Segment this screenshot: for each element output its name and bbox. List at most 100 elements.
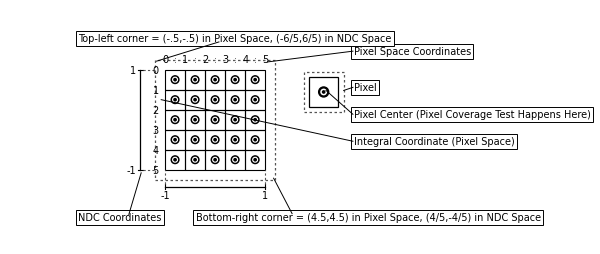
Circle shape [173,138,178,142]
Circle shape [253,138,257,142]
Circle shape [253,118,257,122]
Text: 3: 3 [222,55,228,65]
Circle shape [173,118,178,122]
Bar [225,90,245,110]
Circle shape [191,76,199,84]
Circle shape [213,98,217,103]
Circle shape [193,98,197,103]
Text: 3: 3 [153,125,159,135]
Bar [205,130,225,150]
Bar [245,130,265,150]
Circle shape [214,159,216,161]
Bar [185,130,205,150]
Text: Bottom-right corner = (4.5,4.5) in Pixel Space, (4/5,-4/5) in NDC Space: Bottom-right corner = (4.5,4.5) in Pixel… [196,213,541,223]
Circle shape [254,139,256,141]
Circle shape [254,79,256,82]
Text: :: : [254,56,257,65]
Text: 1: 1 [130,65,137,75]
Text: 1: 1 [262,190,268,200]
Circle shape [251,97,259,104]
Circle shape [193,78,197,83]
Bar [165,150,185,170]
Text: 2: 2 [152,105,159,115]
Circle shape [233,138,238,142]
Circle shape [231,76,239,84]
Circle shape [234,159,236,161]
Circle shape [194,159,196,161]
Circle shape [211,156,219,164]
Bar [225,110,245,130]
Text: -1: -1 [160,190,170,200]
Circle shape [194,79,196,82]
Circle shape [231,136,239,144]
Text: 5: 5 [262,55,268,65]
Bar [185,150,205,170]
Circle shape [174,119,176,121]
Circle shape [231,116,239,124]
Circle shape [194,139,196,141]
Bar [245,150,265,170]
Circle shape [251,136,259,144]
Text: Integral Coordinate (Pixel Space): Integral Coordinate (Pixel Space) [354,137,514,147]
Bar [225,150,245,170]
Text: 4: 4 [242,55,248,65]
Circle shape [191,156,199,164]
Text: :: : [173,56,176,65]
Bar [165,70,185,90]
Bar [185,70,205,90]
Circle shape [214,139,216,141]
Bar [185,110,205,130]
Bar [155,60,275,180]
Circle shape [174,79,176,82]
Bar [205,110,225,130]
Circle shape [214,99,216,101]
Circle shape [174,139,176,141]
Text: Pixel: Pixel [354,83,376,93]
Circle shape [251,76,259,84]
Circle shape [211,97,219,104]
Circle shape [171,116,179,124]
Circle shape [234,119,236,121]
Text: :: : [233,56,236,65]
Circle shape [234,139,236,141]
Circle shape [173,98,178,103]
Circle shape [191,136,199,144]
Circle shape [233,78,238,83]
Circle shape [323,91,325,94]
Circle shape [171,76,179,84]
Bar [245,90,265,110]
Bar [185,90,205,110]
Bar [205,150,225,170]
Circle shape [231,97,239,104]
Circle shape [171,156,179,164]
Bar [165,110,185,130]
Circle shape [233,98,238,103]
Bar [165,90,185,110]
Text: 4: 4 [153,145,159,155]
Circle shape [321,90,326,95]
Circle shape [254,99,256,101]
Circle shape [211,136,219,144]
Bar [205,90,225,110]
Text: 0: 0 [153,65,159,75]
Circle shape [193,158,197,162]
Bar [245,110,265,130]
Circle shape [213,78,217,83]
Circle shape [254,119,256,121]
Circle shape [193,118,197,122]
Circle shape [251,116,259,124]
Text: NDC Coordinates: NDC Coordinates [78,213,161,223]
Bar [309,78,338,107]
Text: 1: 1 [153,85,159,95]
Circle shape [194,99,196,101]
Circle shape [174,99,176,101]
Bar [165,130,185,150]
Text: 1: 1 [182,55,188,65]
Bar [205,70,225,90]
Bar [225,70,245,90]
Text: Pixel Space Coordinates: Pixel Space Coordinates [354,47,471,57]
Circle shape [233,118,238,122]
Circle shape [251,156,259,164]
Circle shape [253,98,257,103]
Circle shape [211,116,219,124]
